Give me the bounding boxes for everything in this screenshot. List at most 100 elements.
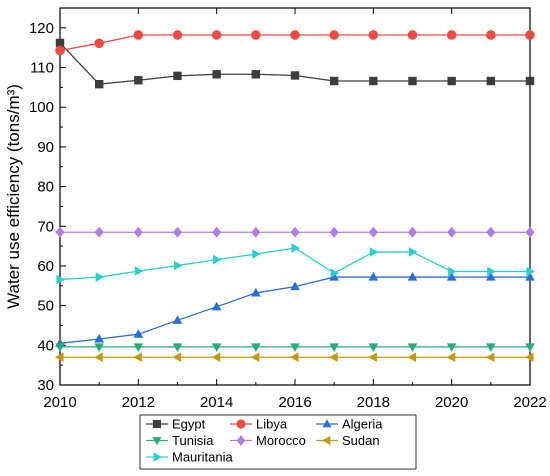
data-point <box>250 352 260 363</box>
data-point <box>54 352 64 363</box>
data-point <box>446 272 457 281</box>
x-tick-label: 2016 <box>278 394 311 411</box>
series-tunisia <box>55 343 535 352</box>
data-point <box>211 343 222 352</box>
y-tick-label: 70 <box>37 218 54 235</box>
data-point <box>407 343 418 352</box>
data-point <box>525 30 535 40</box>
data-point <box>368 352 377 363</box>
data-point <box>369 247 379 257</box>
axes: 2010 2012 2014 2016 2018 2020 2022 30 40 50 60 70 80… <box>4 7 547 411</box>
data-point <box>446 30 457 40</box>
legend-marker <box>236 435 246 446</box>
data-point <box>525 226 535 238</box>
data-point <box>173 260 183 271</box>
data-point <box>368 226 378 238</box>
data-point <box>133 30 144 40</box>
data-point <box>211 352 221 363</box>
data-point <box>486 226 496 238</box>
data-point <box>329 352 338 363</box>
data-point <box>94 352 103 363</box>
data-point <box>94 333 104 343</box>
y-tick-label: 100 <box>29 99 54 116</box>
data-point <box>251 70 261 79</box>
data-point <box>525 272 535 281</box>
y-axis-title: Water use efficiency (tons/m³) <box>4 84 23 309</box>
data-point <box>526 266 536 277</box>
data-point <box>369 76 378 86</box>
legend-marker <box>322 435 331 446</box>
legend-box <box>139 414 417 470</box>
x-tick-label: 2010 <box>43 394 76 411</box>
series-morocco <box>55 226 535 238</box>
data-point <box>291 243 301 253</box>
data-point <box>368 272 379 281</box>
data-point <box>407 352 417 363</box>
legend-item-algeria: Algeria <box>316 417 383 432</box>
legend-item-mauritania: Mauritania <box>146 450 233 465</box>
data-point <box>407 226 418 238</box>
data-point <box>134 266 144 276</box>
data-point <box>446 343 457 352</box>
data-point <box>290 30 300 40</box>
data-point <box>212 226 222 238</box>
data-point <box>368 30 379 40</box>
plot-frame <box>59 7 531 386</box>
data-point <box>290 343 300 352</box>
legend-marker <box>236 419 246 429</box>
legend-label: Mauritania <box>172 450 233 465</box>
y-tick-label: 120 <box>29 20 54 37</box>
data-point <box>94 79 104 89</box>
series-algeria <box>55 272 535 347</box>
data-point <box>290 226 300 238</box>
data-point <box>330 268 340 278</box>
series-mauritania <box>56 243 536 285</box>
legend-label: Sudan <box>342 433 380 448</box>
y-tick-label: 110 <box>30 60 54 77</box>
legend-label: Tunisia <box>172 433 214 448</box>
legend-item-morocco: Morocco <box>230 433 306 448</box>
legend-item-egypt: Egypt <box>146 417 206 432</box>
data-point <box>211 30 222 40</box>
data-point <box>56 274 66 285</box>
data-point <box>95 272 105 282</box>
data-point <box>408 247 418 257</box>
data-point <box>448 266 457 277</box>
data-point <box>172 315 183 324</box>
legend-marker <box>153 420 161 428</box>
y-tick-label: 80 <box>37 179 54 196</box>
data-point <box>172 343 183 352</box>
data-point <box>486 343 496 352</box>
data-point <box>55 226 65 238</box>
data-point <box>133 226 143 238</box>
data-point <box>94 343 104 352</box>
legend-label: Algeria <box>342 417 383 432</box>
data-point <box>447 226 457 238</box>
data-point <box>172 352 182 363</box>
data-point <box>486 272 496 281</box>
legend-marker <box>322 419 332 428</box>
y-tick-label: 90 <box>37 139 54 156</box>
data-point <box>329 343 339 352</box>
data-point <box>486 76 496 86</box>
x-tick-label: 2018 <box>357 394 390 411</box>
data-point <box>211 301 222 311</box>
data-point <box>55 45 65 56</box>
data-point <box>525 343 535 352</box>
x-tick-label: 2020 <box>435 394 468 411</box>
data-point <box>133 343 144 352</box>
data-point <box>133 329 144 338</box>
data-point <box>251 226 261 238</box>
data-point <box>290 71 300 80</box>
series-line <box>59 247 530 281</box>
x-tick-label: 2012 <box>122 394 155 411</box>
data-point <box>447 76 456 86</box>
data-point <box>252 249 261 259</box>
legend-marker <box>152 437 162 446</box>
data-point <box>289 352 299 363</box>
data-point <box>172 226 183 238</box>
legend-item-libya: Libya <box>230 417 288 432</box>
data-point <box>329 76 339 86</box>
x-tick-label: 2022 <box>513 394 546 411</box>
